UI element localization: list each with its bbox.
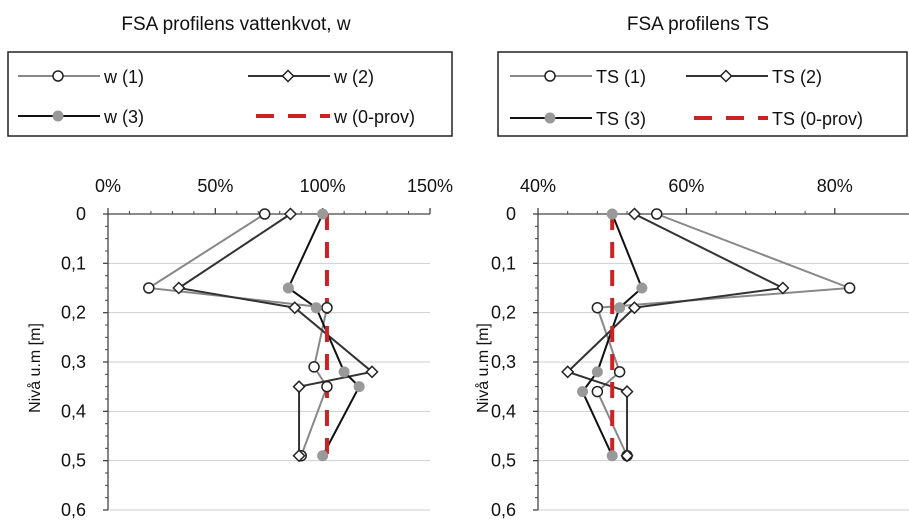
data-point <box>613 366 626 378</box>
data-point <box>292 449 306 463</box>
data-point <box>317 208 329 220</box>
y-tick-label: 0,5 <box>61 451 86 471</box>
legend-item: w (3) <box>18 107 144 127</box>
legend-label: TS (0-prov) <box>772 109 863 129</box>
legend-label: TS (2) <box>772 67 822 87</box>
data-point <box>620 385 634 399</box>
data-point <box>321 301 333 314</box>
legend-marker <box>281 69 295 83</box>
data-point <box>606 450 618 462</box>
legend-item: TS (0-prov) <box>694 109 863 129</box>
series-line <box>581 213 644 457</box>
data-point <box>317 450 329 462</box>
y-tick-label: 0,5 <box>491 451 516 471</box>
legend-item: w (1) <box>18 67 144 87</box>
data-point <box>614 302 626 314</box>
chart-panel-2: FSA profilens TS TS (1) TS (2) TS (3) TS (0-… <box>474 14 909 520</box>
legend-frame <box>7 51 453 137</box>
y-tick-label: 0,2 <box>61 303 86 323</box>
series-line <box>565 213 787 456</box>
y-tick-label: 0,4 <box>61 401 86 421</box>
chart-title: FSA profilens vattenkvot, w <box>121 14 350 35</box>
data-point <box>561 365 575 379</box>
x-tick-label: 80% <box>817 176 853 196</box>
data-point <box>172 281 186 295</box>
series-line <box>176 213 375 456</box>
y-tick-label: 0,3 <box>491 352 516 372</box>
y-tick-label: 0 <box>506 204 516 224</box>
x-tick-label: 60% <box>668 176 704 196</box>
data-point <box>776 281 790 295</box>
data-point <box>627 301 642 315</box>
data-point <box>288 301 302 315</box>
data-point <box>308 361 320 373</box>
y-tick-label: 0,2 <box>491 303 516 323</box>
x-tick-label: 40% <box>520 176 556 196</box>
legend-marker <box>544 70 556 82</box>
data-point <box>591 366 603 378</box>
data-point <box>606 208 618 220</box>
chart-title: FSA profilens TS <box>627 14 769 35</box>
y-axis-label: Nivå u.m [m] <box>474 323 492 413</box>
data-point <box>843 282 856 294</box>
legend-label: w (3) <box>103 107 144 127</box>
series-line <box>287 213 361 457</box>
y-tick-label: 0,3 <box>61 352 86 372</box>
data-point <box>591 301 604 314</box>
data-point <box>353 381 365 393</box>
data-point <box>577 386 589 398</box>
data-point <box>321 380 333 393</box>
data-point <box>310 302 322 314</box>
x-tick-label: 0% <box>95 176 121 196</box>
data-point <box>636 282 648 294</box>
legend-item: w (2) <box>248 67 374 87</box>
legend-label: w (2) <box>333 67 374 87</box>
legend-label: w (0-prov) <box>333 107 415 127</box>
legend-item: TS (1) <box>510 67 646 87</box>
y-tick-label: 0,6 <box>491 500 516 520</box>
data-point <box>650 208 663 220</box>
x-tick-label: 100% <box>300 176 346 196</box>
chart-panel-1: FSA profilens vattenkvot, ww (1) w (2)w (… <box>7 14 453 520</box>
legend-label: TS (1) <box>596 67 646 87</box>
data-point <box>365 365 379 379</box>
legend-item: TS (2) <box>686 67 822 87</box>
y-tick-label: 0,6 <box>61 500 86 520</box>
legend: w (1) w (2) w (3) w (0-prov) <box>7 51 453 137</box>
legend: TS (1) TS (2) TS (3) TS (0-prov) <box>497 51 908 137</box>
data-point <box>143 282 155 294</box>
data-point <box>627 207 642 221</box>
data-point <box>282 282 294 294</box>
y-tick-label: 0,1 <box>491 253 516 273</box>
data-point <box>258 208 271 220</box>
data-point <box>292 380 306 394</box>
legend-item: w (0-prov) <box>256 107 415 127</box>
x-tick-label: 50% <box>197 176 233 196</box>
legend-marker <box>544 112 556 124</box>
legend-label: w (1) <box>103 67 144 87</box>
legend-item: TS (3) <box>510 109 646 129</box>
legend-label: TS (3) <box>596 109 646 129</box>
y-axis-label: Nivå u.m [m] <box>26 323 44 413</box>
data-point <box>591 385 604 398</box>
legend-marker <box>52 70 64 82</box>
data-point <box>338 366 350 378</box>
y-tick-label: 0,4 <box>491 401 516 421</box>
legend-marker <box>719 69 733 83</box>
legend-frame <box>497 51 908 137</box>
data-point <box>283 207 298 221</box>
y-tick-label: 0 <box>76 204 86 224</box>
series-line <box>145 213 329 457</box>
x-tick-label: 150% <box>407 176 453 196</box>
y-tick-label: 0,1 <box>61 253 86 273</box>
legend-marker <box>52 110 64 122</box>
series-line <box>595 213 850 457</box>
data-point <box>620 449 634 463</box>
